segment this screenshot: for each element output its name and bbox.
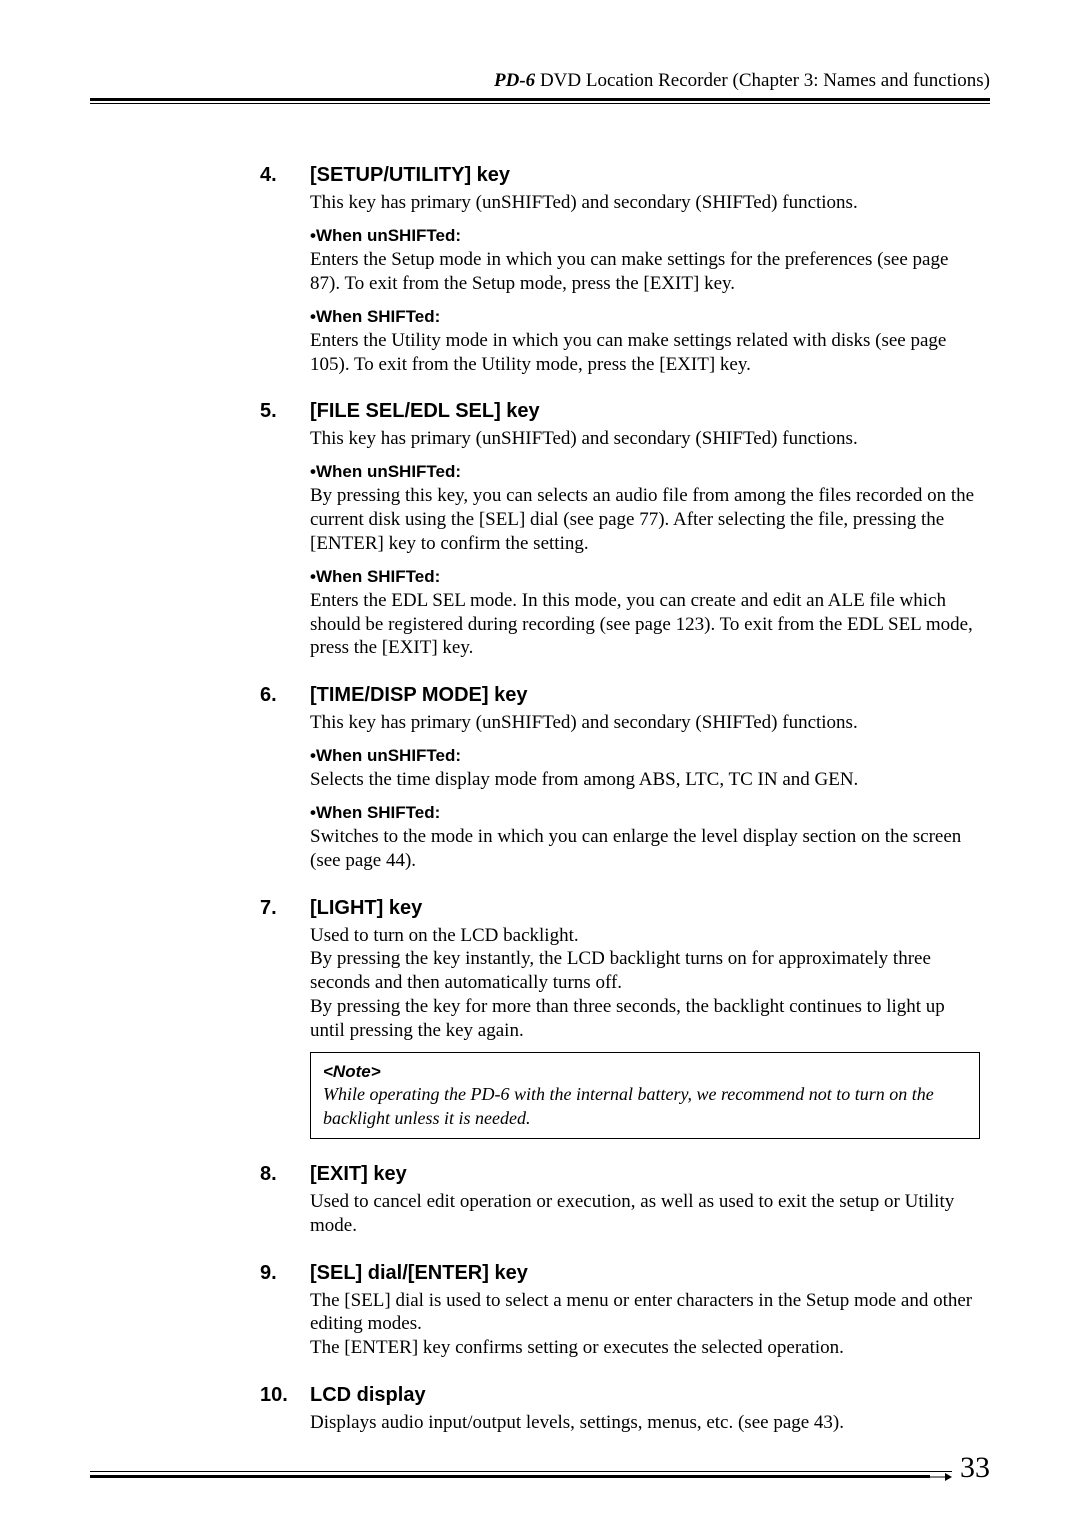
note-text: While operating the PD-6 with the intern…: [323, 1083, 967, 1130]
section-intro: The [SEL] dial is used to select a menu …: [310, 1289, 980, 1360]
sub-heading: •When unSHIFTed:: [310, 745, 980, 766]
section-title: [SETUP/UTILITY] key: [310, 164, 510, 187]
section-number: 9.: [260, 1262, 310, 1285]
section-8: 8. [EXIT] key Used to cancel edit operat…: [260, 1163, 980, 1238]
sub-text: Enters the Utility mode in which you can…: [310, 329, 980, 377]
section-body: This key has primary (unSHIFTed) and sec…: [260, 427, 980, 660]
section-title: [EXIT] key: [310, 1163, 407, 1186]
section-intro: Used to turn on the LCD backlight. By pr…: [310, 924, 980, 1043]
section-number: 7.: [260, 897, 310, 920]
section-title: [SEL] dial/[ENTER] key: [310, 1262, 528, 1285]
section-body: Used to cancel edit operation or executi…: [260, 1190, 980, 1238]
section-9: 9. [SEL] dial/[ENTER] key The [SEL] dial…: [260, 1262, 980, 1360]
page-footer: 33: [90, 1471, 990, 1478]
section-intro: This key has primary (unSHIFTed) and sec…: [310, 711, 980, 735]
arrow-right-icon: [930, 1472, 952, 1482]
section-body: Used to turn on the LCD backlight. By pr…: [260, 924, 980, 1043]
section-10: 10. LCD display Displays audio input/out…: [260, 1384, 980, 1435]
section-title: [LIGHT] key: [310, 897, 422, 920]
section-intro: This key has primary (unSHIFTed) and sec…: [310, 427, 980, 451]
section-body: The [SEL] dial is used to select a menu …: [260, 1289, 980, 1360]
section-heading: 4. [SETUP/UTILITY] key: [260, 164, 980, 187]
section-heading: 5. [FILE SEL/EDL SEL] key: [260, 400, 980, 423]
document-page: PD-6 DVD Location Recorder (Chapter 3: N…: [0, 0, 1080, 1528]
sub-heading: •When SHIFTed:: [310, 802, 980, 823]
footer-rule-thick: [90, 1475, 990, 1478]
sub-text: Switches to the mode in which you can en…: [310, 825, 980, 873]
header-rule: [90, 103, 990, 104]
section-intro: Used to cancel edit operation or executi…: [310, 1190, 980, 1238]
sub-heading: •When unSHIFTed:: [310, 461, 980, 482]
section-heading: 7. [LIGHT] key: [260, 897, 980, 920]
section-6: 6. [TIME/DISP MODE] key This key has pri…: [260, 684, 980, 873]
section-number: 5.: [260, 400, 310, 423]
section-7: 7. [LIGHT] key Used to turn on the LCD b…: [260, 897, 980, 1140]
section-number: 4.: [260, 164, 310, 187]
sub-text: By pressing this key, you can selects an…: [310, 484, 980, 555]
sub-text: Enters the EDL SEL mode. In this mode, y…: [310, 589, 980, 660]
section-5: 5. [FILE SEL/EDL SEL] key This key has p…: [260, 400, 980, 660]
page-header: PD-6 DVD Location Recorder (Chapter 3: N…: [90, 70, 990, 101]
section-number: 6.: [260, 684, 310, 707]
sub-text: Selects the time display mode from among…: [310, 768, 980, 792]
note-box: <Note> While operating the PD-6 with the…: [310, 1052, 980, 1139]
section-heading: 8. [EXIT] key: [260, 1163, 980, 1186]
section-heading: 10. LCD display: [260, 1384, 980, 1407]
section-heading: 6. [TIME/DISP MODE] key: [260, 684, 980, 707]
header-subtitle: DVD Location Recorder (Chapter 3: Names …: [535, 70, 990, 91]
sub-text: Enters the Setup mode in which you can m…: [310, 248, 980, 296]
section-body: This key has primary (unSHIFTed) and sec…: [260, 191, 980, 376]
note-label: <Note>: [323, 1061, 967, 1083]
section-body: Displays audio input/output levels, sett…: [260, 1411, 980, 1435]
sub-heading: •When SHIFTed:: [310, 306, 980, 327]
header-product: PD-6: [494, 70, 535, 91]
sub-heading: •When SHIFTed:: [310, 566, 980, 587]
section-number: 8.: [260, 1163, 310, 1186]
section-4: 4. [SETUP/UTILITY] key This key has prim…: [260, 164, 980, 376]
page-number: 33: [952, 1451, 990, 1485]
section-number: 10.: [260, 1384, 310, 1407]
section-title: [TIME/DISP MODE] key: [310, 684, 527, 707]
section-title: [FILE SEL/EDL SEL] key: [310, 400, 540, 423]
section-title: LCD display: [310, 1384, 426, 1407]
content-area: 4. [SETUP/UTILITY] key This key has prim…: [90, 164, 990, 1435]
section-body: This key has primary (unSHIFTed) and sec…: [260, 711, 980, 873]
section-intro: This key has primary (unSHIFTed) and sec…: [310, 191, 980, 215]
section-heading: 9. [SEL] dial/[ENTER] key: [260, 1262, 980, 1285]
sub-heading: •When unSHIFTed:: [310, 225, 980, 246]
section-intro: Displays audio input/output levels, sett…: [310, 1411, 980, 1435]
